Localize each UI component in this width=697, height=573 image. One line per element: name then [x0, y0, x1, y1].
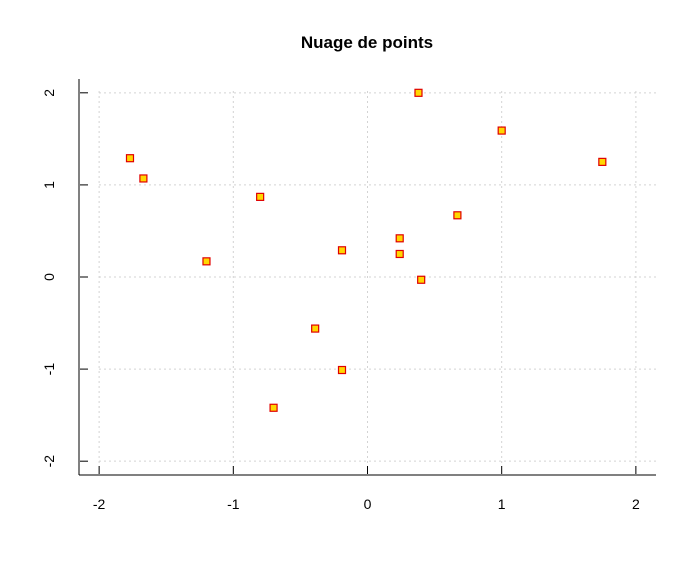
data-point [202, 257, 211, 266]
data-point [497, 126, 506, 135]
x-tick-label: 1 [498, 496, 506, 512]
data-point [311, 324, 320, 333]
data-points [125, 88, 607, 412]
data-point [395, 249, 404, 259]
data-point [256, 192, 265, 201]
data-point [453, 211, 462, 220]
y-tick-label: 0 [41, 273, 57, 281]
y-tick-label: -2 [41, 455, 57, 468]
data-point [337, 246, 347, 255]
axes [78, 79, 656, 476]
y-tick-label: 1 [41, 181, 57, 189]
data-point [598, 157, 607, 166]
x-tick-label: 0 [364, 496, 372, 512]
data-point [269, 403, 278, 412]
data-point [337, 365, 347, 375]
x-tick-label: 2 [632, 496, 640, 512]
x-tick-label: -1 [227, 496, 240, 512]
y-tick-label: -1 [41, 363, 57, 376]
y-tick-label: 2 [41, 89, 57, 97]
grid [98, 91, 656, 467]
data-point [417, 275, 426, 284]
data-point [395, 234, 404, 243]
data-point [139, 174, 148, 183]
data-point [414, 88, 423, 97]
chart-title: Nuage de points [301, 33, 433, 52]
x-tick-label: -2 [93, 496, 106, 512]
ticks: -2 -1 0 1 2 -2 -1 0 1 2 [41, 89, 640, 512]
data-point [125, 154, 135, 163]
